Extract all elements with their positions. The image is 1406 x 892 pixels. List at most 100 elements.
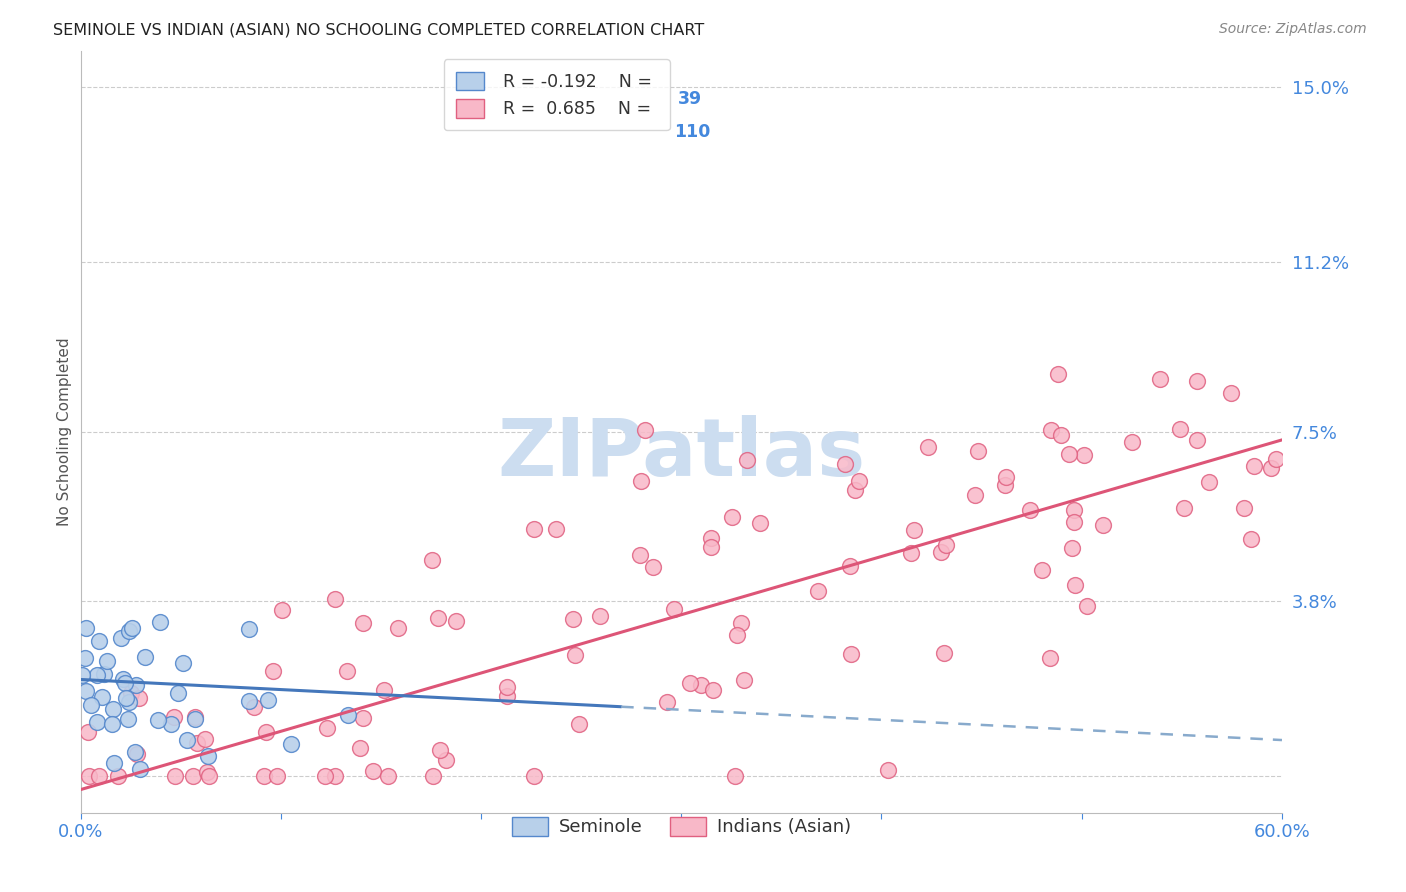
Point xyxy=(124,745,146,759)
Point xyxy=(1031,563,1053,577)
Point xyxy=(966,444,988,458)
Point xyxy=(725,628,748,642)
Y-axis label: No Schooling Completed: No Schooling Completed xyxy=(58,337,72,526)
Point xyxy=(807,583,830,598)
Point xyxy=(628,549,651,563)
Point xyxy=(1046,367,1069,381)
Point xyxy=(1220,386,1243,401)
Point xyxy=(834,457,856,471)
Point xyxy=(159,717,181,731)
Point xyxy=(562,611,585,625)
Point xyxy=(444,615,467,629)
Point xyxy=(238,622,260,636)
Point xyxy=(723,769,745,783)
Point xyxy=(495,689,517,703)
Point xyxy=(994,469,1017,483)
Point xyxy=(994,477,1017,491)
Point xyxy=(101,701,124,715)
Point xyxy=(427,611,450,625)
Point xyxy=(166,685,188,699)
Point xyxy=(434,753,457,767)
Point xyxy=(75,621,97,635)
Text: SEMINOLE VS INDIAN (ASIAN) NO SCHOOLING COMPLETED CORRELATION CHART: SEMINOLE VS INDIAN (ASIAN) NO SCHOOLING … xyxy=(53,22,704,37)
Point xyxy=(77,769,100,783)
Point xyxy=(242,700,264,714)
Text: 39: 39 xyxy=(678,90,702,109)
Point xyxy=(1149,372,1171,386)
Point xyxy=(1092,518,1115,533)
Point xyxy=(1076,599,1098,613)
Point xyxy=(103,756,125,770)
Point xyxy=(900,546,922,560)
Point xyxy=(183,712,205,726)
Point xyxy=(929,545,952,559)
Point xyxy=(91,690,114,704)
Point xyxy=(149,615,172,630)
Point xyxy=(1019,503,1042,517)
Point xyxy=(349,741,371,756)
Point xyxy=(352,615,374,630)
Point xyxy=(1063,515,1085,529)
Point xyxy=(352,711,374,725)
Point xyxy=(1064,577,1087,591)
Point xyxy=(79,698,101,712)
Point xyxy=(96,654,118,668)
Point xyxy=(197,769,219,783)
Point xyxy=(422,769,444,783)
Legend: Seminole, Indians (Asian): Seminole, Indians (Asian) xyxy=(503,808,859,846)
Point xyxy=(733,673,755,688)
Point xyxy=(323,592,346,607)
Point xyxy=(184,710,207,724)
Point xyxy=(194,732,217,747)
Point xyxy=(749,516,772,530)
Point xyxy=(564,648,586,662)
Text: ZIPatlas: ZIPatlas xyxy=(498,416,865,493)
Point xyxy=(118,696,141,710)
Point xyxy=(634,423,657,437)
Point xyxy=(496,681,519,695)
Point xyxy=(1243,458,1265,473)
Point xyxy=(544,522,567,536)
Point xyxy=(965,488,987,502)
Point xyxy=(838,558,860,573)
Point xyxy=(735,453,758,467)
Point xyxy=(107,769,129,783)
Point xyxy=(699,532,721,546)
Point xyxy=(280,737,302,751)
Point xyxy=(1121,435,1143,450)
Point xyxy=(118,624,141,639)
Point xyxy=(1185,434,1208,448)
Point xyxy=(720,510,742,524)
Point xyxy=(1260,460,1282,475)
Point xyxy=(89,769,111,783)
Point xyxy=(1057,447,1080,461)
Point xyxy=(254,724,277,739)
Point xyxy=(195,764,218,779)
Point xyxy=(134,649,156,664)
Point xyxy=(336,708,359,723)
Point xyxy=(848,475,870,489)
Point xyxy=(702,683,724,698)
Point xyxy=(75,684,97,698)
Point xyxy=(1233,501,1256,516)
Point xyxy=(186,736,208,750)
Point xyxy=(93,666,115,681)
Point xyxy=(253,769,276,783)
Point xyxy=(114,676,136,690)
Point xyxy=(1185,374,1208,388)
Point xyxy=(1040,423,1063,437)
Point xyxy=(125,678,148,692)
Text: 110: 110 xyxy=(673,123,710,141)
Point xyxy=(568,717,591,731)
Point xyxy=(316,722,339,736)
Text: Source: ZipAtlas.com: Source: ZipAtlas.com xyxy=(1219,22,1367,37)
Point xyxy=(1173,501,1195,516)
Point xyxy=(1050,427,1073,442)
Point xyxy=(128,690,150,705)
Point xyxy=(1063,503,1085,517)
Point xyxy=(1073,448,1095,462)
Point xyxy=(361,764,384,778)
Point xyxy=(129,762,152,776)
Point xyxy=(262,665,284,679)
Point xyxy=(197,748,219,763)
